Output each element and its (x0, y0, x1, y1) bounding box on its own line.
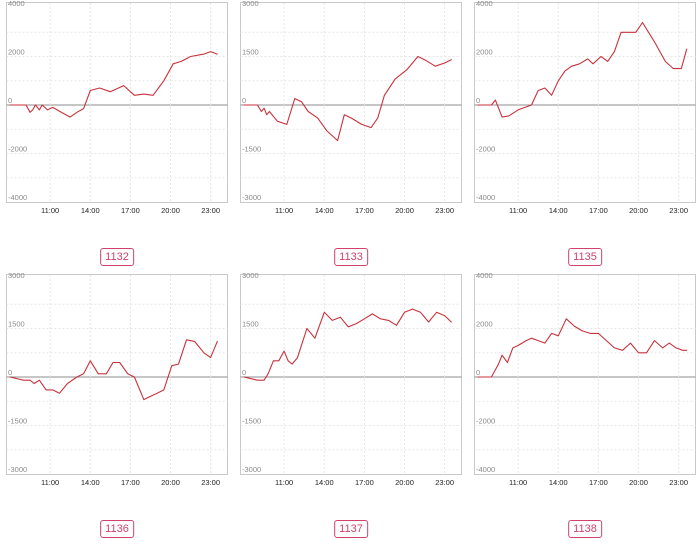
x-tick-label: 23:00 (435, 206, 454, 215)
x-tick-label: 17:00 (355, 478, 374, 487)
y-tick-label: 0 (476, 368, 480, 377)
series-line (477, 21, 688, 118)
y-tick-label: 4000 (8, 0, 25, 8)
series-line (9, 51, 218, 118)
x-tick-label: 20:00 (161, 478, 180, 487)
y-tick-label: 1500 (242, 48, 259, 57)
y-tick-label: -2000 (476, 145, 495, 154)
chart-1137: 3000 1500 0 -1500 -3000 11:00 14:00 17:00 20:00 2… (240, 271, 462, 544)
chart-canvas: 3000 1500 0 -1500 -3000 11:00 14:00 17:00 20:00 2… (240, 271, 462, 487)
chart-1135: 4000 2000 0 -2000 -4000 11:00 14:00 17:00 20:00 2… (474, 0, 696, 272)
chart-canvas: 4000 2000 0 -2000 -4000 11:00 14:00 17:00 20:00 2… (6, 0, 228, 215)
x-tick-label: 20:00 (629, 478, 648, 487)
x-tick-label: 20:00 (161, 206, 180, 215)
x-tick-label: 14:00 (549, 206, 568, 215)
chart-canvas: 3000 1500 0 -1500 -3000 11:00 14:00 17:00 20:00 2… (6, 271, 228, 487)
chart-frame (240, 2, 462, 203)
y-tick-label: 0 (476, 96, 480, 105)
x-tick-label: 14:00 (315, 206, 334, 215)
x-tick-label: 20:00 (395, 206, 414, 215)
chart-title-badge: 1132 (100, 248, 134, 266)
y-tick-label: 0 (242, 368, 246, 377)
x-tick-label: 11:00 (509, 478, 527, 487)
y-tick-label: -4000 (476, 465, 495, 474)
x-tick-label: 14:00 (315, 478, 334, 487)
x-tick-label: 17:00 (121, 478, 140, 487)
y-tick-label: 2000 (476, 320, 493, 329)
y-tick-label: -3000 (8, 465, 27, 474)
x-tick-label: 11:00 (275, 206, 293, 215)
chart-canvas: 4000 2000 0 -2000 -4000 11:00 14:00 17:00 20:00 2… (474, 271, 696, 487)
y-tick-label: -4000 (8, 193, 27, 202)
y-tick-label: 0 (8, 368, 12, 377)
series-line (9, 339, 218, 401)
x-tick-label: 17:00 (355, 206, 374, 215)
chart-title-badge: 1133 (334, 248, 368, 266)
y-tick-label: 1500 (8, 320, 25, 329)
y-tick-label: 3000 (8, 271, 25, 280)
y-tick-label: 3000 (242, 0, 259, 8)
series-line (243, 308, 452, 381)
y-tick-label: -2000 (476, 417, 495, 426)
x-tick-label: 20:00 (395, 478, 414, 487)
y-tick-label: 1500 (242, 320, 259, 329)
series-line (477, 318, 688, 378)
x-tick-label: 23:00 (201, 478, 220, 487)
x-tick-label: 11:00 (275, 478, 293, 487)
y-tick-label: -1500 (8, 417, 27, 426)
x-tick-label: 11:00 (41, 478, 59, 487)
x-tick-label: 23:00 (435, 478, 454, 487)
chart-1138: 4000 2000 0 -2000 -4000 11:00 14:00 17:00 20:00 2… (474, 271, 696, 544)
chart-title-badge: 1137 (334, 520, 368, 538)
x-tick-label: 17:00 (121, 206, 140, 215)
x-tick-label: 17:00 (589, 206, 608, 215)
x-tick-label: 14:00 (81, 478, 100, 487)
chart-frame (6, 2, 228, 203)
chart-title-badge: 1138 (568, 520, 602, 538)
x-tick-label: 11:00 (41, 206, 59, 215)
x-tick-label: 14:00 (549, 478, 568, 487)
y-tick-label: 2000 (476, 48, 493, 57)
chart-frame (474, 2, 696, 203)
chart-frame (6, 274, 228, 475)
chart-title-badge: 1136 (100, 520, 134, 538)
chart-canvas: 4000 2000 0 -2000 -4000 11:00 14:00 17:00 20:00 2… (474, 0, 696, 215)
chart-1133: 3000 1500 0 -1500 -3000 11:00 14:00 17:00 20:00 2… (240, 0, 462, 272)
y-tick-label: 0 (8, 96, 12, 105)
y-tick-label: 4000 (476, 0, 493, 8)
y-tick-label: 2000 (8, 48, 25, 57)
chart-1132: 4000 2000 0 -2000 -4000 11:00 14:00 17:00 20:00 2… (6, 0, 228, 272)
chart-1136: 3000 1500 0 -1500 -3000 11:00 14:00 17:00 20:00 2… (6, 271, 228, 544)
y-tick-label: 3000 (242, 271, 259, 280)
x-tick-label: 14:00 (81, 206, 100, 215)
x-tick-label: 11:00 (509, 206, 527, 215)
y-tick-label: -1500 (242, 417, 261, 426)
y-tick-label: -2000 (8, 145, 27, 154)
x-tick-label: 17:00 (589, 478, 608, 487)
chart-canvas: 3000 1500 0 -1500 -3000 11:00 14:00 17:00 20:00 2… (240, 0, 462, 215)
y-tick-label: -4000 (476, 193, 495, 202)
x-tick-label: 23:00 (201, 206, 220, 215)
x-tick-label: 23:00 (669, 478, 688, 487)
chart-frame (474, 274, 696, 475)
y-tick-label: 4000 (476, 271, 493, 280)
x-tick-label: 20:00 (629, 206, 648, 215)
chart-title-badge: 1135 (568, 248, 602, 266)
y-tick-label: -3000 (242, 193, 261, 202)
series-line (243, 55, 452, 142)
y-tick-label: 0 (242, 96, 246, 105)
y-tick-label: -1500 (242, 145, 261, 154)
x-tick-label: 23:00 (669, 206, 688, 215)
y-tick-label: -3000 (242, 465, 261, 474)
chart-frame (240, 274, 462, 475)
